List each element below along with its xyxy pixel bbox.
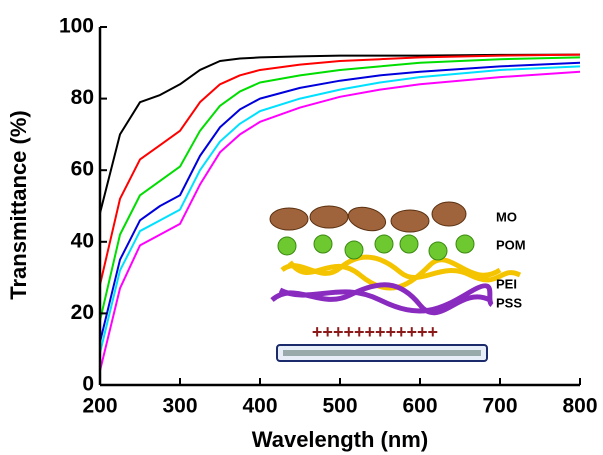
x-tick-label: 500 <box>322 395 357 418</box>
series-line <box>100 55 580 214</box>
inset-label: PSS <box>496 295 522 310</box>
x-tick-label: 600 <box>402 395 437 418</box>
y-tick-label: 100 <box>59 15 94 38</box>
x-tick-label: 800 <box>562 395 597 418</box>
mo-molecules <box>270 202 466 235</box>
y-tick-label: 20 <box>71 301 94 324</box>
y-axis-title: Transmittance (%) <box>6 110 31 300</box>
y-tick-label: 40 <box>71 229 94 252</box>
x-tick-label: 300 <box>162 395 197 418</box>
chart: 200 300 400 500 600 700 800 0 20 40 60 80 100 Wavele… <box>0 0 603 455</box>
charges: ++++++++++++ <box>312 322 438 342</box>
y-tick-label: 60 <box>71 158 94 181</box>
inset-label: POM <box>496 237 526 252</box>
page: 200 300 400 500 600 700 800 0 20 40 60 80 100 Wavele… <box>0 0 603 455</box>
x-axis-title: Wavelength (nm) <box>252 427 428 452</box>
y-tick-label: 0 <box>82 373 94 396</box>
inset-label: PEI <box>496 276 517 291</box>
y-tick-label: 80 <box>71 86 94 109</box>
inset-label: MO <box>496 209 517 224</box>
substrate-core <box>283 350 481 356</box>
x-tick-label: 400 <box>242 395 277 418</box>
x-tick-label: 700 <box>482 395 517 418</box>
inset: ++++++++++++ MO POM PEI PSS <box>270 202 526 361</box>
x-tick-label: 200 <box>82 395 117 418</box>
